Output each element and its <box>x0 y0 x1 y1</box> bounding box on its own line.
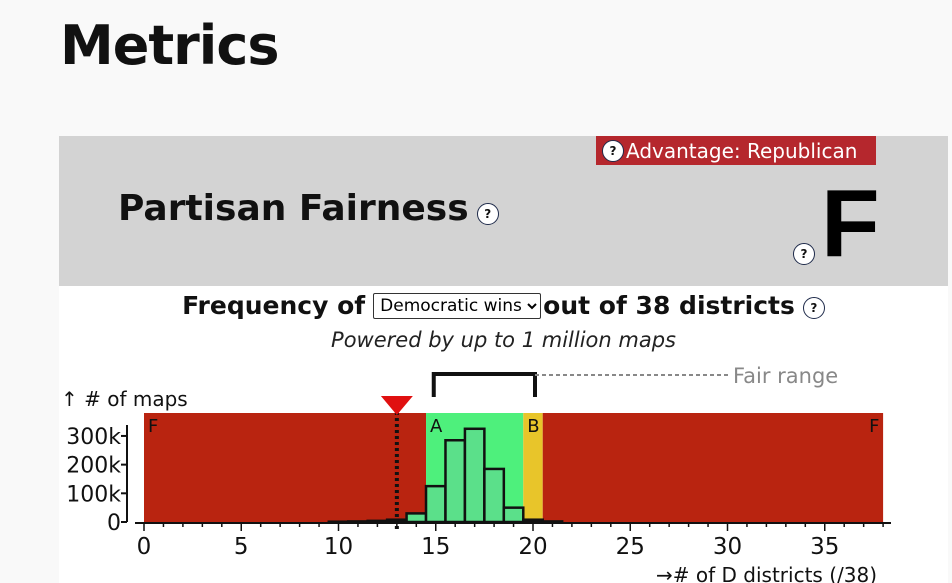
y-tick-label: 0 <box>107 511 121 536</box>
x-tick-label: 15 <box>421 534 450 560</box>
histogram-bar <box>444 439 467 524</box>
y-axis-label: ↑ # of maps <box>61 387 188 411</box>
current-plan-marker <box>380 396 413 415</box>
frequency-suffix: out of 38 districts <box>543 291 795 320</box>
grade-band-label: F <box>148 416 158 437</box>
fair-range-bracket <box>431 372 537 397</box>
x-tick-label: 30 <box>713 534 742 560</box>
grade-band-label: F <box>869 416 879 437</box>
histogram-bar <box>522 518 544 524</box>
powered-by-note: Powered by up to 1 million maps <box>331 328 676 352</box>
x-tick-label: 5 <box>234 534 249 560</box>
advantage-label: Advantage: Republican <box>626 138 858 163</box>
metric-grade: F <box>821 170 880 277</box>
outcome-select[interactable]: Democratic wins <box>373 292 542 319</box>
grade-band <box>542 413 884 522</box>
histogram-bar <box>541 520 564 524</box>
grade-band <box>144 413 427 522</box>
frequency-prefix: Frequency of <box>182 291 366 320</box>
y-tick-label: 300k <box>66 425 121 450</box>
advantage-help-icon[interactable]: ? <box>602 139 624 162</box>
metric-header: ? Advantage: Republican Partisan Fairnes… <box>59 136 948 286</box>
grade-band <box>523 413 543 522</box>
histogram-bar <box>405 512 428 524</box>
x-tick-label: 10 <box>324 534 353 560</box>
metric-title: Partisan Fairness ? <box>118 188 499 229</box>
x-tick-label: 35 <box>810 534 839 560</box>
y-tick-label: 100k <box>66 482 121 507</box>
x-axis-label: →# of D districts (/38) <box>656 563 877 583</box>
histogram-bar <box>424 484 447 524</box>
frequency-help-icon[interactable]: ? <box>802 296 825 319</box>
histogram-bar <box>366 519 389 524</box>
grade-help-icon[interactable]: ? <box>793 243 815 265</box>
page-title: Metrics <box>60 14 279 77</box>
metric-title-text: Partisan Fairness <box>118 188 469 229</box>
frequency-heading: Frequency of Democratic wins out of 38 d… <box>59 291 948 320</box>
grade-band-label: A <box>430 416 443 437</box>
histogram-bar <box>502 506 525 524</box>
fair-range-label: Fair range <box>733 364 838 388</box>
ensemble-histogram: F A B F 0 5 10 15 20 25 30 35 →# of D districts (/38… <box>61 364 891 583</box>
x-tick-label: 0 <box>137 534 152 560</box>
x-tick-label: 20 <box>518 534 547 560</box>
histogram-bar <box>346 520 369 524</box>
metric-help-icon[interactable]: ? <box>476 202 499 225</box>
advantage-badge: ? Advantage: Republican <box>596 136 876 165</box>
partisan-fairness-card: ? Advantage: Republican Partisan Fairnes… <box>59 136 948 583</box>
histogram-bar <box>483 467 506 524</box>
histogram-bar <box>463 427 486 524</box>
y-tick-label: 200k <box>66 454 121 479</box>
x-tick-label: 25 <box>616 534 645 560</box>
grade-band-label: B <box>527 416 539 437</box>
